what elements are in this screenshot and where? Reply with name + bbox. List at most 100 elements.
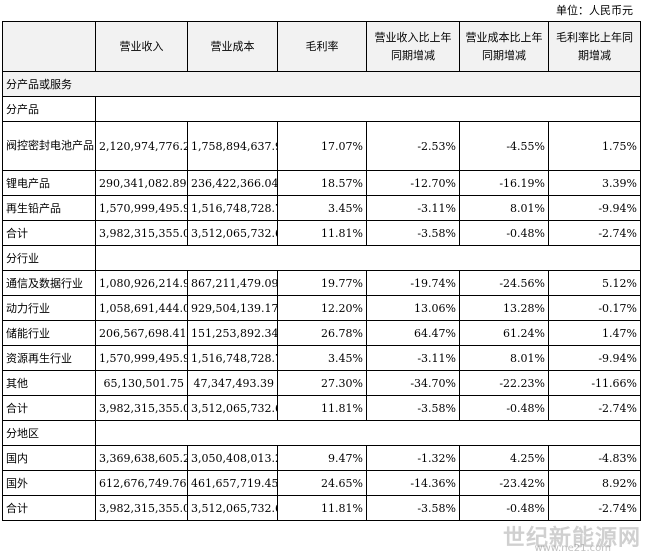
cell-cost: 3,512,065,732.69 <box>187 395 278 421</box>
group-title: 分行业 <box>2 245 96 271</box>
cell-item: 阀控密封电池产品 <box>2 121 96 171</box>
group-header-row: 分产品 <box>2 96 641 122</box>
cell-cost: 3,512,065,732.69 <box>187 495 278 521</box>
cell-item: 再生铅产品 <box>2 195 96 221</box>
cell-revenue-yoy: -3.58% <box>366 395 460 421</box>
table-row: 动力行业 1,058,691,444.05 929,504,139.17 12.20%… <box>2 295 641 321</box>
header-margin-yoy: 毛利率比上年同 期增减 <box>548 21 641 72</box>
cell-cost-yoy: -24.56% <box>459 270 549 296</box>
cell-item: 合计 <box>2 395 96 421</box>
table-row: 合计3,982,315,355.043,512,065,732.6911.81%… <box>2 395 641 421</box>
cell-cost: 867,211,479.09 <box>187 270 278 296</box>
cell-margin-yoy: 1.75% <box>548 121 641 171</box>
cell-revenue-yoy: 13.06% <box>366 295 460 321</box>
cell-margin-yoy: -2.74% <box>548 220 641 246</box>
cell-margin-yoy: -0.17% <box>548 295 641 321</box>
cell-item: 国外 <box>2 470 96 496</box>
cell-revenue-yoy: -14.36% <box>366 470 460 496</box>
cell-revenue-yoy: 64.47% <box>366 320 460 346</box>
cell-revenue-yoy: -3.58% <box>366 220 460 246</box>
cell-cost-yoy: -16.19% <box>459 170 549 196</box>
cell-margin-yoy: -11.66% <box>548 370 641 396</box>
cell-revenue: 3,982,315,355.04 <box>95 395 188 421</box>
watermark-url: www.ne21.com <box>534 543 611 554</box>
cell-cost-yoy: 8.01% <box>459 195 549 221</box>
cell-cost-yoy: -22.23% <box>459 370 549 396</box>
cell-margin-yoy: 5.12% <box>548 270 641 296</box>
cell-margin-yoy: -9.94% <box>548 345 641 371</box>
table-row: 合计3,982,315,355.043,512,065,732.6911.81%… <box>2 220 641 246</box>
cell-item: 国内 <box>2 445 96 471</box>
cell-cost: 236,422,366.04 <box>187 170 278 196</box>
header-cost-yoy: 营业成本比上年 同期增减 <box>459 21 549 72</box>
section-row: 分产品或服务 <box>2 71 641 97</box>
cell-item: 资源再生行业 <box>2 345 96 371</box>
table-row: 国外 612,676,749.76 461,657,719.45 24.65% -14.… <box>2 470 641 496</box>
cell-gross-margin: 11.81% <box>277 220 367 246</box>
cell-revenue: 290,341,082.89 <box>95 170 188 196</box>
table-row: 其他 65,130,501.75 47,347,493.39 27.30% -34.70… <box>2 370 641 396</box>
cell-cost: 1,758,894,637.95 <box>187 121 278 171</box>
cell-cost-yoy: -0.48% <box>459 495 549 521</box>
watermark-logo: 世纪新能源网 <box>502 526 641 551</box>
cell-cost: 461,657,719.45 <box>187 470 278 496</box>
section-title: 分产品或服务 <box>2 71 641 97</box>
cell-margin-yoy: -2.74% <box>548 495 641 521</box>
cell-revenue: 612,676,749.76 <box>95 470 188 496</box>
table-row: 储能行业 206,567,698.41 151,253,892.34 26.78% 64… <box>2 320 641 346</box>
group-header-row: 分行业 <box>2 245 641 271</box>
cell-revenue-yoy: -3.58% <box>366 495 460 521</box>
cell-gross-margin: 26.78% <box>277 320 367 346</box>
cell-cost: 47,347,493.39 <box>187 370 278 396</box>
cell-gross-margin: 3.45% <box>277 345 367 371</box>
cell-revenue-yoy: -3.11% <box>366 195 460 221</box>
revenue-breakdown-table: 营业收入 营业成本 毛利率 营业收入比上年 同期增减 营业成本比上年 同期增减 … <box>2 21 641 521</box>
cell-revenue: 206,567,698.41 <box>95 320 188 346</box>
cell-gross-margin: 18.57% <box>277 170 367 196</box>
group-title: 分地区 <box>2 420 96 446</box>
cell-cost: 3,050,408,013.24 <box>187 445 278 471</box>
table-row: 阀控密封电池产品2,120,974,776.251,758,894,637.95… <box>2 121 641 171</box>
group-blank <box>95 420 641 446</box>
group-title: 分产品 <box>2 96 96 122</box>
cell-revenue: 65,130,501.75 <box>95 370 188 396</box>
cell-margin-yoy: 3.39% <box>548 170 641 196</box>
cell-gross-margin: 11.81% <box>277 395 367 421</box>
table-row: 合计3,982,315,355.043,512,065,732.6911.81%… <box>2 495 641 521</box>
cell-revenue-yoy: -2.53% <box>366 121 460 171</box>
cell-cost: 1,516,748,728.70 <box>187 195 278 221</box>
cell-revenue-yoy: -12.70% <box>366 170 460 196</box>
cell-cost-yoy: -23.42% <box>459 470 549 496</box>
cell-item: 合计 <box>2 220 96 246</box>
group-blank <box>95 96 641 122</box>
cell-margin-yoy: -2.74% <box>548 395 641 421</box>
table-row: 资源再生行业1,570,999,495.901,516,748,728.703.… <box>2 345 641 371</box>
cell-cost-yoy: 13.28% <box>459 295 549 321</box>
cell-item: 通信及数据行业 <box>2 270 96 296</box>
cell-item: 锂电产品 <box>2 170 96 196</box>
cell-revenue-yoy: -3.11% <box>366 345 460 371</box>
cell-cost-yoy: -0.48% <box>459 220 549 246</box>
header-row: 营业收入 营业成本 毛利率 营业收入比上年 同期增减 营业成本比上年 同期增减 … <box>2 21 641 72</box>
cell-cost-yoy: 61.24% <box>459 320 549 346</box>
cell-revenue: 3,369,638,605.28 <box>95 445 188 471</box>
cell-revenue: 2,120,974,776.25 <box>95 121 188 171</box>
table-row: 锂电产品 290,341,082.89 236,422,366.04 18.57% -1… <box>2 170 641 196</box>
header-cost: 营业成本 <box>187 21 278 72</box>
cell-margin-yoy: 1.47% <box>548 320 641 346</box>
header-gross-margin: 毛利率 <box>277 21 367 72</box>
cell-revenue: 1,080,926,214.93 <box>95 270 188 296</box>
cell-gross-margin: 3.45% <box>277 195 367 221</box>
cell-gross-margin: 24.65% <box>277 470 367 496</box>
group-header-row: 分地区 <box>2 420 641 446</box>
cell-item: 储能行业 <box>2 320 96 346</box>
cell-gross-margin: 11.81% <box>277 495 367 521</box>
cell-cost: 151,253,892.34 <box>187 320 278 346</box>
cell-revenue-yoy: -34.70% <box>366 370 460 396</box>
cell-margin-yoy: 8.92% <box>548 470 641 496</box>
table-row: 国内3,369,638,605.283,050,408,013.249.47%-… <box>2 445 641 471</box>
group-blank <box>95 245 641 271</box>
table-row: 再生铅产品1,570,999,495.901,516,748,728.703.4… <box>2 195 641 221</box>
header-revenue: 营业收入 <box>95 21 188 72</box>
cell-item: 动力行业 <box>2 295 96 321</box>
